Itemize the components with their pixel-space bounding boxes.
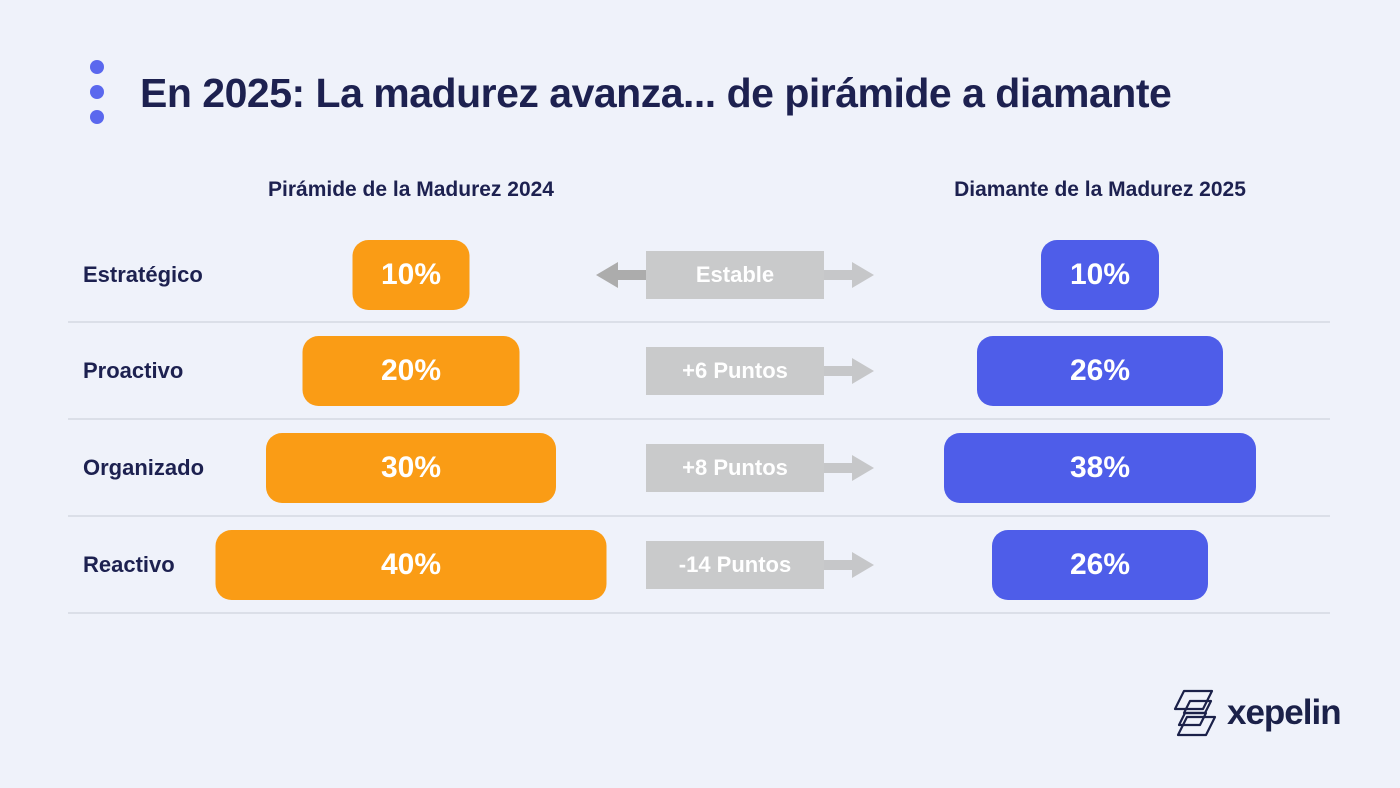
- dot-icon: [90, 85, 104, 99]
- change-label: +8 Puntos: [682, 455, 788, 480]
- dot-icon: [90, 60, 104, 74]
- xepelin-logo-icon: [1173, 689, 1217, 737]
- column-header-2024: Pirámide de la Madurez 2024: [268, 178, 554, 201]
- change-label: -14 Puntos: [678, 552, 792, 577]
- bar-2025: 26%: [977, 336, 1223, 406]
- accent-dots: [90, 60, 104, 135]
- brand-name: xepelin: [1227, 693, 1342, 732]
- bar-value: 20%: [380, 354, 442, 387]
- change-label: Estable: [695, 261, 775, 287]
- bar-2024: 10%: [352, 239, 470, 310]
- bar-value: 10%: [380, 257, 442, 291]
- arrow-right-icon: [824, 552, 874, 578]
- bar-2025: 26%: [992, 530, 1208, 600]
- page-title: En 2025: La madurez avanza... de pirámid…: [140, 70, 1172, 116]
- arrow-right-icon: [824, 261, 874, 288]
- bar-value: 30%: [380, 451, 442, 484]
- row-label: Organizado: [83, 455, 205, 480]
- change-box: +8 Puntos: [646, 444, 874, 492]
- row-divider: [68, 612, 1330, 614]
- bar-2025: 38%: [944, 433, 1256, 503]
- row-proactivo: Proactivo 20% +6 Puntos 26%: [0, 323, 1400, 419]
- row-reactivo: Reactivo 40% -14 Puntos 26%: [0, 517, 1400, 613]
- bar-2024: 30%: [266, 433, 556, 503]
- brand-logo: xepelin: [1172, 688, 1342, 738]
- bar-2024: 20%: [302, 336, 520, 406]
- row-estrategico: Estratégico 10% Estable 10%: [0, 227, 1400, 322]
- column-header-2025: Diamante de la Madurez 2025: [954, 178, 1246, 201]
- bar-value: 10%: [1069, 257, 1131, 291]
- row-organizado: Organizado 30% +8 Puntos 38%: [0, 420, 1400, 516]
- change-box: +6 Puntos: [646, 347, 874, 395]
- row-divider: [68, 321, 1330, 323]
- change-box: -14 Puntos: [646, 541, 874, 589]
- change-box: Estable: [596, 250, 874, 299]
- bar-value: 26%: [1069, 548, 1131, 581]
- arrow-left-icon: [596, 261, 646, 288]
- bar-value: 38%: [1069, 451, 1131, 484]
- row-label: Reactivo: [83, 552, 175, 577]
- row-divider: [68, 418, 1330, 420]
- row-label: Estratégico: [83, 261, 203, 287]
- row-divider: [68, 515, 1330, 517]
- bar-2024: 40%: [215, 530, 607, 600]
- arrow-right-icon: [824, 358, 874, 384]
- bar-value: 26%: [1069, 354, 1131, 387]
- bar-2025: 10%: [1041, 239, 1159, 310]
- row-label: Proactivo: [83, 358, 184, 383]
- change-label: +6 Puntos: [682, 358, 788, 383]
- arrow-right-icon: [824, 455, 874, 481]
- bar-value: 40%: [380, 548, 442, 581]
- dot-icon: [90, 110, 104, 124]
